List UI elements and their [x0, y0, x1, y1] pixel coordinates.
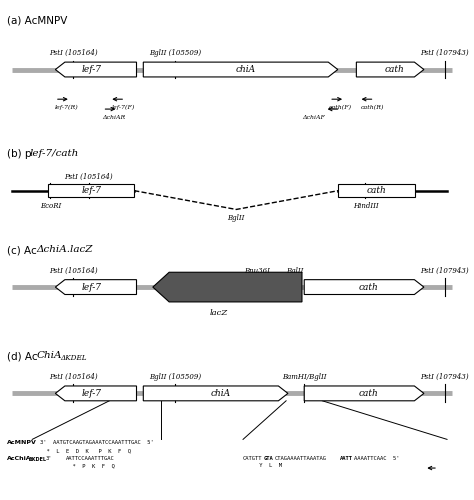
Text: AcChiA: AcChiA [7, 456, 32, 461]
Text: (a) AcMNPV: (a) AcMNPV [7, 15, 68, 25]
FancyArrow shape [143, 62, 338, 77]
Text: AATT: AATT [340, 456, 353, 461]
Text: cath: cath [385, 65, 405, 74]
Text: *  L  E  D  K   P  K  F  Q: * L E D K P K F Q [40, 448, 131, 453]
Text: ΔchiAR: ΔchiAR [102, 115, 126, 120]
Text: AcMNPV: AcMNPV [7, 440, 37, 446]
Text: AAAATTCAAC  5': AAAATTCAAC 5' [354, 456, 400, 461]
Text: 3'  AATGTCAAGTAGAAATCCAAATTTGAC  5': 3' AATGTCAAGTAGAAATCCAAATTTGAC 5' [40, 440, 154, 446]
FancyArrow shape [304, 280, 424, 294]
Text: *  P  K  F  Q: * P K F Q [66, 463, 115, 468]
Text: ChiA: ChiA [37, 352, 62, 360]
FancyArrow shape [153, 272, 302, 302]
FancyArrow shape [304, 386, 424, 401]
Bar [48, 184, 134, 197]
Text: ΔKDEL: ΔKDEL [29, 456, 47, 462]
FancyArrow shape [143, 386, 288, 401]
Text: PstI (107943): PstI (107943) [420, 373, 469, 381]
Text: chiA: chiA [235, 65, 255, 74]
Text: CTAGAAAATTAAATAG: CTAGAAAATTAAATAG [275, 456, 327, 461]
Text: PstI (107943): PstI (107943) [420, 266, 469, 274]
Text: BglII: BglII [228, 214, 245, 222]
Text: cath(F): cath(F) [329, 105, 352, 110]
Text: BamHI/BglII: BamHI/BglII [282, 373, 327, 381]
Text: (b) p: (b) p [7, 148, 32, 158]
Text: PstI (105164): PstI (105164) [49, 373, 97, 381]
Text: Y  L  M: Y L M [243, 463, 282, 468]
Text: lef-7: lef-7 [81, 389, 101, 398]
Text: lef-7: lef-7 [81, 186, 101, 195]
Text: PstI (105164): PstI (105164) [64, 173, 113, 181]
Text: cath(R): cath(R) [361, 105, 384, 110]
Text: lef-7/cath: lef-7/cath [29, 148, 78, 158]
Text: CATGTT: CATGTT [243, 456, 263, 461]
Text: 3': 3' [46, 456, 52, 461]
Text: Bnu36I: Bnu36I [244, 266, 270, 274]
FancyArrow shape [55, 280, 137, 294]
Text: cath: cath [359, 389, 379, 398]
Text: lef-7: lef-7 [81, 282, 101, 292]
FancyArrow shape [55, 386, 137, 401]
Text: PstI (107943): PstI (107943) [420, 49, 469, 57]
Text: GTA: GTA [264, 456, 273, 461]
Text: (c) Ac: (c) Ac [7, 245, 37, 255]
Text: PstI (105164): PstI (105164) [49, 49, 97, 57]
Text: ΔchiAF: ΔchiAF [302, 115, 325, 120]
Text: AATTCCAAATTTGAC: AATTCCAAATTTGAC [66, 456, 115, 461]
Text: (d) Ac: (d) Ac [7, 352, 38, 362]
FancyArrow shape [356, 62, 424, 77]
Text: ΔchiA.lacZ: ΔchiA.lacZ [37, 245, 93, 254]
Text: ΔKDEL: ΔKDEL [60, 354, 87, 362]
Text: lacZ: lacZ [210, 310, 228, 318]
Text: EcoRI: EcoRI [40, 202, 61, 209]
Bar [338, 184, 415, 197]
Text: chiA: chiA [210, 389, 230, 398]
Text: lef-7: lef-7 [81, 65, 101, 74]
Text: cath: cath [367, 186, 387, 195]
Text: BglII (105509): BglII (105509) [149, 373, 201, 381]
Text: BglII: BglII [286, 266, 304, 274]
Text: BglII (105509): BglII (105509) [149, 49, 201, 57]
Text: HindIII: HindIII [353, 202, 378, 209]
Text: cath: cath [359, 282, 379, 292]
Text: lef-7(F): lef-7(F) [111, 105, 135, 110]
Text: lef-7(R): lef-7(R) [55, 105, 79, 110]
Text: PstI (105164): PstI (105164) [49, 266, 97, 274]
FancyArrow shape [55, 62, 137, 77]
